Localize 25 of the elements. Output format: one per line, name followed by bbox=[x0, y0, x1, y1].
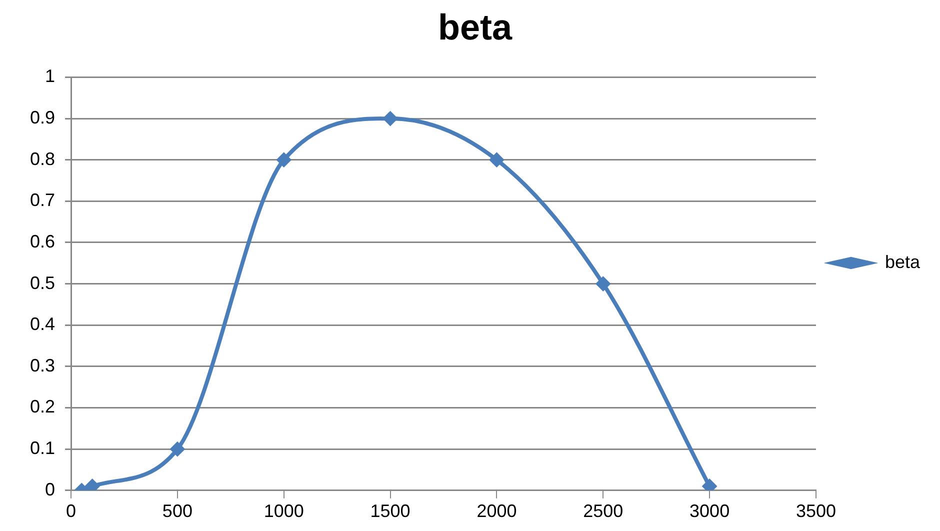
point bbox=[489, 152, 504, 168]
legend-label: beta bbox=[884, 252, 921, 272]
x-tick-label: 500 bbox=[162, 501, 192, 522]
point bbox=[596, 276, 611, 292]
y-tick-label: 0.1 bbox=[30, 438, 56, 458]
x-tick-label: 1000 bbox=[264, 501, 304, 522]
y-tick-label: 0.8 bbox=[30, 148, 56, 169]
x-tick-label: 2500 bbox=[583, 501, 624, 522]
x-tick-label: 1500 bbox=[370, 501, 410, 522]
point bbox=[382, 111, 398, 126]
y-tick-label: 0.6 bbox=[30, 231, 56, 252]
y-tick-label: 1 bbox=[45, 66, 56, 86]
y-tick-label: 0.2 bbox=[30, 396, 56, 417]
y-tick-label: 0.5 bbox=[30, 272, 56, 293]
x-tick-label: 2000 bbox=[476, 501, 517, 522]
y-tick-label: 0.3 bbox=[30, 355, 56, 376]
y-tick-label: 0.7 bbox=[30, 190, 56, 210]
x-tick-label: 3500 bbox=[796, 501, 836, 522]
y-tick-label: 0.9 bbox=[30, 107, 56, 128]
x-tick-label: 0 bbox=[66, 501, 76, 522]
x-tick-label: 3000 bbox=[690, 501, 730, 522]
chart-title: beta bbox=[438, 6, 513, 48]
y-tick-label: 0.4 bbox=[30, 314, 56, 334]
y-tick-label: 0 bbox=[45, 479, 56, 500]
point bbox=[276, 152, 292, 168]
